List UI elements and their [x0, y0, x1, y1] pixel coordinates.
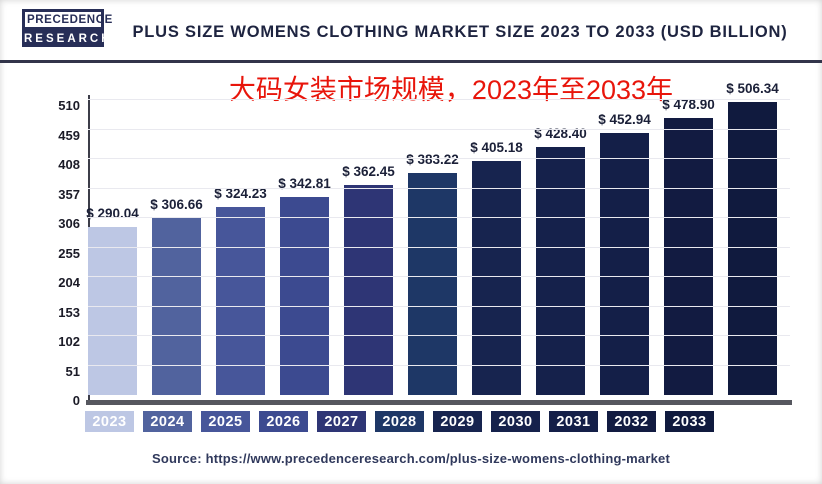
bar-value-label: $ 324.23	[214, 186, 267, 202]
bar-value-label: $ 452.94	[598, 112, 651, 128]
bar-2033	[728, 102, 777, 395]
x-axis-baseline	[86, 400, 792, 405]
x-tick-label-2023: 2023	[85, 411, 134, 432]
gridline	[88, 305, 790, 307]
bar-column-2028: $ 383.22	[406, 152, 459, 395]
bar-value-label: $ 362.45	[342, 164, 395, 180]
x-tick-label-2029: 2029	[433, 411, 482, 432]
chart-title: PLUS SIZE WOMENS CLOTHING MARKET SIZE 20…	[132, 23, 788, 41]
bar-value-label: $ 506.34	[726, 81, 779, 97]
bar-2031	[600, 133, 649, 395]
gridline	[88, 128, 790, 130]
y-tick-label: 0	[72, 393, 80, 408]
x-tick-label-2028: 2028	[375, 411, 424, 432]
bar-column-2026: $ 342.81	[278, 176, 331, 395]
header-divider	[0, 60, 822, 63]
bar-column-2033: $ 506.34	[726, 81, 779, 395]
bar-column-2027: $ 362.45	[342, 164, 395, 395]
bar-column-2032: $ 478.90	[662, 97, 715, 395]
x-tick-label-2031: 2031	[549, 411, 598, 432]
x-tick-label-2026: 2026	[259, 411, 308, 432]
bar-2023	[88, 227, 137, 395]
bar-value-label: $ 478.90	[662, 97, 715, 112]
bar-2026	[280, 196, 329, 395]
chinese-subtitle: 大码女装市场规模，2023年至2033年	[228, 75, 674, 105]
y-tick-label: 255	[58, 245, 80, 261]
y-tick-label: 408	[58, 157, 80, 172]
x-axis-labels: 2023 2024 2025 2026 2027 2028 2029 2030 2031 2032…	[85, 411, 777, 432]
bar-series: $ 290.04 $ 306.66 $ 324.23 $ 342.81 $ 362.45…	[86, 81, 779, 395]
logo-line1: PRECEDENCE	[22, 9, 112, 30]
bar-value-label: $ 290.04	[86, 206, 139, 222]
gridline	[88, 246, 790, 248]
bar-value-label: $ 306.66	[150, 196, 203, 212]
bar-2025	[216, 207, 265, 395]
bar-column-2029: $ 405.18	[470, 140, 523, 395]
gridline	[88, 187, 790, 189]
bar-2027	[344, 185, 393, 395]
x-tick-label-2030: 2030	[491, 411, 540, 432]
bar-column-2023: $ 290.04	[86, 206, 139, 395]
y-tick-label: 51	[65, 363, 80, 379]
bar-column-2030: $ 428.40	[534, 126, 587, 395]
precedence-research-logo: PRECEDENCE RESEARCH	[22, 9, 112, 47]
y-tick-label: 357	[58, 186, 80, 202]
gridline	[88, 99, 790, 100]
bar-column-2025: $ 324.23	[214, 186, 267, 395]
y-tick-label: 306	[58, 216, 80, 231]
x-tick-label-2025: 2025	[201, 411, 250, 432]
gridline	[88, 364, 790, 366]
y-tick-label: 459	[58, 127, 80, 143]
bar-column-2031: $ 452.94	[598, 112, 651, 395]
bar-value-label: $ 383.22	[406, 152, 459, 168]
x-tick-label-2033: 2033	[665, 411, 714, 432]
y-tick-label: 204	[58, 275, 80, 290]
gridline	[88, 217, 790, 218]
gridline	[88, 276, 790, 277]
bar-2028	[408, 173, 457, 395]
y-tick-label: 510	[58, 98, 80, 113]
source-line: Source: https://www.precedenceresearch.c…	[151, 451, 671, 466]
bar-value-label: $ 428.40	[534, 126, 587, 142]
bar-value-label: $ 342.81	[278, 175, 331, 191]
x-tick-label-2032: 2032	[607, 411, 656, 432]
logo-line2: RESEARCH	[22, 30, 110, 47]
bar-2029	[472, 160, 521, 395]
y-tick-label: 153	[58, 304, 80, 320]
plot-area: $ 290.04 $ 306.66 $ 324.23 $ 342.81 $ 362.45…	[86, 81, 790, 400]
bar-2032	[664, 118, 713, 395]
bar-2030	[536, 147, 585, 395]
gridline	[88, 158, 790, 159]
bar-value-label: $ 405.18	[470, 139, 523, 155]
x-tick-label-2024: 2024	[143, 411, 192, 432]
gridline	[88, 335, 790, 336]
x-tick-label-2027: 2027	[317, 411, 366, 432]
y-tick-label: 102	[58, 334, 80, 349]
